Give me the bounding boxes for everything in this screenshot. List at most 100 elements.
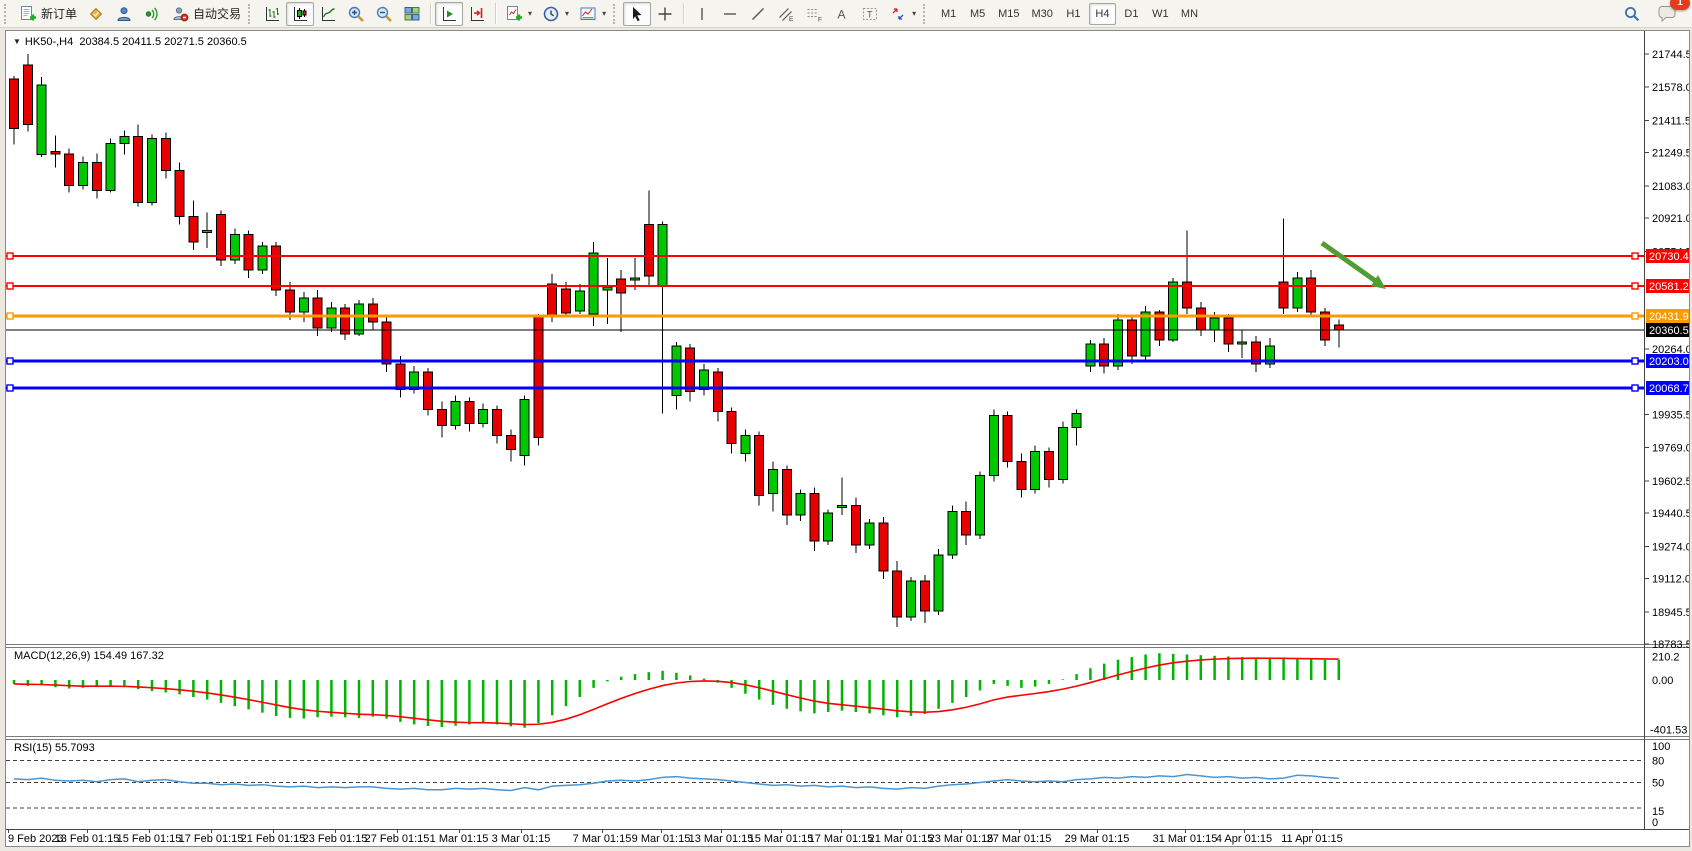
line-chart-button[interactable] — [314, 2, 342, 26]
time-tick-label: 9 Feb 2023 — [8, 833, 64, 845]
horizontal-line-20068.7[interactable] — [6, 384, 1644, 392]
timeframe-button-m30[interactable]: M30 — [1027, 3, 1058, 25]
toolbar-grip[interactable] — [248, 3, 254, 24]
profile-button[interactable] — [110, 2, 138, 26]
symbol-dropdown-caret[interactable]: ▼ — [13, 37, 21, 46]
candle — [823, 509, 834, 546]
candle — [947, 505, 958, 560]
equidistant-channel-tool-button[interactable]: E — [772, 2, 800, 26]
svg-text:20203.0: 20203.0 — [1649, 356, 1689, 368]
price-tick-label: 21744.5 — [1652, 49, 1689, 61]
candle — [188, 200, 199, 251]
templates-dropdown-caret[interactable]: ▾ — [602, 9, 607, 18]
candle — [809, 487, 820, 552]
vertical-line-tool-button[interactable] — [688, 2, 716, 26]
candle — [754, 431, 765, 506]
auto-scroll-icon — [443, 6, 457, 21]
crosshair-tool-button[interactable] — [651, 2, 679, 26]
timeframe-button-m5[interactable]: M5 — [964, 3, 991, 25]
fibonacci-tool-button[interactable]: F — [800, 2, 828, 26]
candle — [671, 341, 682, 410]
zoom-out-button[interactable] — [370, 2, 398, 26]
symbol-title[interactable]: ▼ HK50-,H4 20384.5 20411.5 20271.5 20360.… — [13, 36, 247, 48]
text-label-tool-button[interactable]: T — [856, 2, 884, 26]
candle — [712, 367, 723, 422]
price-line-tag — [1646, 354, 1689, 368]
candle — [202, 212, 213, 249]
panel-separators[interactable] — [6, 644, 1689, 830]
arrows-tool-button[interactable]: ▾ — [884, 2, 921, 26]
auto-scroll-button[interactable] — [435, 1, 464, 26]
candle — [643, 190, 654, 287]
indicators-button[interactable]: ▾ — [500, 2, 537, 26]
trendline-tool-button[interactable] — [744, 2, 772, 26]
trend-arrow[interactable] — [1320, 240, 1386, 289]
new-order-label: 新订单 — [41, 7, 78, 21]
candle — [616, 270, 627, 332]
candlestick-chart-button[interactable] — [286, 1, 315, 26]
candle — [988, 409, 999, 482]
toolbar-grip[interactable] — [613, 3, 619, 24]
candle — [229, 228, 240, 265]
candle — [1320, 307, 1330, 346]
candle — [1126, 315, 1137, 364]
timeframe-button-m15[interactable]: M15 — [993, 3, 1024, 25]
new-order-button[interactable]: 新订单 — [14, 2, 82, 26]
candle — [1251, 335, 1261, 372]
bar-chart-button[interactable] — [258, 2, 286, 26]
timeframe-button-w1[interactable]: W1 — [1147, 3, 1174, 25]
candle — [1237, 329, 1248, 358]
quotes-button[interactable] — [82, 2, 110, 26]
auto-trading-button[interactable]: 自动交易 — [166, 2, 246, 26]
periods-clock-icon — [543, 6, 559, 21]
candle — [1071, 409, 1082, 446]
arrows-dropdown-caret[interactable]: ▾ — [912, 9, 917, 18]
candle — [1333, 319, 1344, 348]
candle — [1140, 305, 1151, 360]
text-tool-button[interactable]: A — [828, 2, 856, 26]
candle — [505, 429, 516, 462]
price-tick-label: 21083.0 — [1652, 181, 1689, 193]
cursor-icon — [633, 6, 642, 21]
text-icon: A — [838, 7, 846, 21]
tile-windows-button[interactable] — [398, 2, 426, 26]
timeframe-button-mn[interactable]: MN — [1176, 3, 1203, 25]
price-axis[interactable] — [1644, 31, 1649, 829]
templates-button[interactable]: ▾ — [574, 2, 611, 26]
toolbar-grip[interactable] — [923, 3, 929, 24]
toolbar-separator — [495, 3, 497, 24]
search-button[interactable] — [1618, 2, 1646, 26]
timeframe-button-d1[interactable]: D1 — [1118, 3, 1145, 25]
timeframe-button-m1[interactable]: M1 — [935, 3, 962, 25]
rsi-axis-label: 100 — [1652, 741, 1670, 753]
timeframe-button-h4[interactable]: H4 — [1088, 2, 1116, 25]
candle — [271, 242, 282, 297]
horizontal-line-20203[interactable] — [6, 357, 1644, 365]
chart-shift-button[interactable] — [463, 2, 491, 26]
candle — [1223, 313, 1234, 352]
horizontal-line-20581.2[interactable] — [6, 282, 1644, 290]
cursor-tool-button[interactable] — [623, 1, 652, 26]
candle — [367, 298, 378, 330]
candle — [1030, 445, 1041, 494]
candle — [726, 407, 737, 454]
timeframe-button-h1[interactable]: H1 — [1060, 3, 1087, 25]
time-axis[interactable] — [8, 829, 1313, 833]
time-tick-label: 13 Feb 01:15 — [55, 833, 120, 845]
signals-button[interactable] — [138, 2, 166, 26]
notification-badge[interactable]: 1 — [1670, 0, 1690, 10]
periods-button[interactable]: ▾ — [537, 2, 574, 26]
chart-canvas[interactable]: 21744.5 21578.0 21411.5 21249.5 21083.0 20921… — [6, 31, 1689, 846]
price-tick-label: 19769.0 — [1652, 443, 1689, 455]
horizontal-line-20730.4[interactable] — [6, 252, 1644, 260]
toolbar-grip[interactable] — [4, 3, 10, 24]
chat-button[interactable] — [1652, 2, 1682, 26]
zoom-in-button[interactable] — [342, 2, 370, 26]
horizontal-line-20431.9[interactable] — [6, 312, 1644, 320]
horizontal-line-tool-button[interactable] — [716, 2, 744, 26]
indicators-dropdown-caret[interactable]: ▾ — [528, 9, 533, 18]
price-tick-label: 18945.5 — [1652, 607, 1689, 619]
periods-dropdown-caret[interactable]: ▾ — [565, 9, 570, 18]
candle — [864, 519, 875, 550]
macd-panel — [12, 653, 1341, 728]
